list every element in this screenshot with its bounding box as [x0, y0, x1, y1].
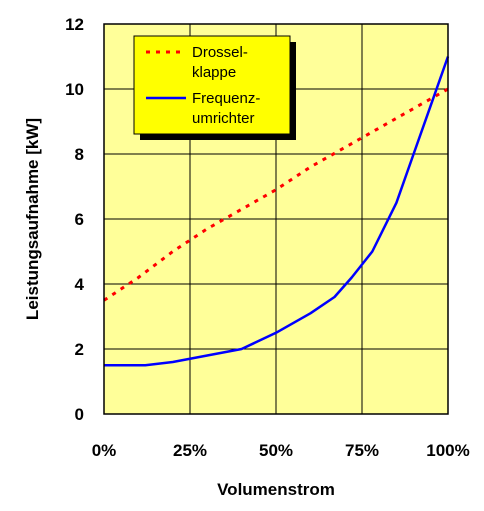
y-tick-label: 4: [75, 275, 85, 294]
y-tick-label: 8: [75, 145, 84, 164]
legend-box: [133, 35, 291, 135]
y-tick-label: 10: [65, 80, 84, 99]
series-layer: [103, 56, 450, 367]
y-tick-label: 12: [65, 15, 84, 34]
y-tick-label: 6: [75, 210, 84, 229]
x-tick-labels: 0% 25% 50% 75% 100%: [92, 441, 470, 460]
series-line-frequenzumrichter: [104, 56, 450, 367]
x-tick-label: 50%: [259, 441, 293, 460]
legend-label-drosselklappe-line1: Drossel-: [192, 44, 248, 61]
x-tick-label: 0%: [92, 441, 117, 460]
x-tick-label: 25%: [173, 441, 207, 460]
legend-label-drosselklappe-line2: klappe: [192, 64, 236, 81]
x-tick-label: 100%: [426, 441, 469, 460]
series-line-drosselklappe: [103, 87, 449, 302]
legend-label-frequenzumrichter-line1: Frequenz-: [192, 90, 260, 107]
legend-label-frequenzumrichter-line2: umrichter: [192, 110, 255, 127]
plot-border: [103, 23, 449, 415]
legend: Drossel- klappe Frequenz- umrichter: [133, 35, 296, 140]
y-tick-labels: 0 2 4 6 8 10 12: [65, 15, 84, 424]
x-tick-label: 75%: [345, 441, 379, 460]
y-tick-label: 0: [75, 405, 84, 424]
y-axis-title: Leistungsaufnahme [kW]: [23, 118, 42, 320]
x-axis-title: Volumenstrom: [217, 480, 335, 499]
y-tick-label: 2: [75, 340, 84, 359]
